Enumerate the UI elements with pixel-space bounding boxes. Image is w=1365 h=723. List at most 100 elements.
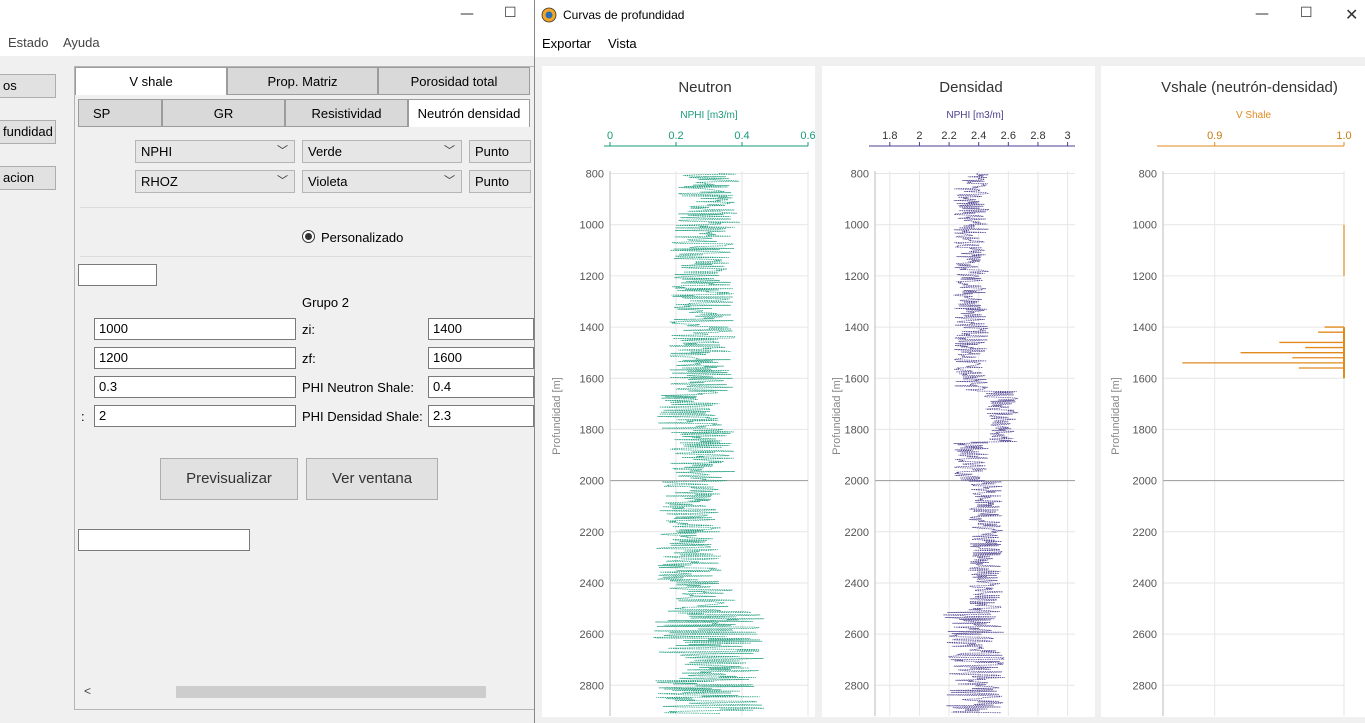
color-select-2[interactable]: Violeta ﹀ [302, 170, 462, 193]
log-curve [943, 173, 1019, 714]
menu-exportar[interactable]: Exportar [542, 36, 592, 51]
side-button-1[interactable]: os [0, 74, 56, 98]
ver-ventana-button[interactable]: Ver ventana [306, 458, 438, 500]
phi-densidad-shale-label: PHI Densidad Shale: [302, 409, 423, 424]
neutron-chart: Neutron NPHI [m3/m] 0 0.2 0.4 0.6 800 1000 1200 1… [551, 79, 816, 716]
y-tick-label: 1800 [845, 424, 869, 436]
menu-vista[interactable]: Vista [608, 36, 637, 51]
partial-colon-label: : [81, 409, 85, 424]
style-select-2-value: Punto [475, 174, 509, 189]
x-tick-label: 0.9 [1207, 130, 1222, 142]
y-tick-label: 1000 [580, 220, 604, 232]
chevron-down-icon: ﹀ [277, 145, 288, 157]
minimize-icon[interactable]: — [460, 6, 474, 22]
color-select-1[interactable]: Verde ﹀ [302, 140, 462, 163]
y-tick-label: 2600 [845, 629, 869, 641]
group2-zi-input[interactable]: 1400 [428, 318, 534, 340]
group1-zf-input[interactable]: 1200 [94, 347, 296, 369]
menu-ayuda[interactable]: Ayuda [63, 35, 100, 50]
y-tick-label: 2800 [1133, 680, 1157, 692]
x-tick-label: 2.4 [971, 130, 986, 142]
panel-title: Neutron [678, 79, 731, 96]
chevron-down-icon: ﹀ [444, 145, 455, 157]
group2-phi-densidad-input[interactable]: 2.3 [428, 405, 534, 427]
y-tick-label: 2000 [845, 476, 869, 488]
depth-curves-window: Curvas de profundidad — ☐ ✕ Exportar Vis… [534, 0, 1365, 723]
x-axis-label: NPHI [m3/m] [680, 110, 737, 121]
radio-personalizado[interactable] [302, 230, 315, 243]
y-tick-label: 2200 [845, 527, 869, 539]
y-tick-label: 2600 [1133, 629, 1157, 641]
partial-input[interactable] [78, 264, 157, 286]
tab-prop-matriz[interactable]: Prop. Matriz [227, 67, 378, 95]
style-select-2[interactable]: Punto [469, 170, 531, 193]
tab-resistividad[interactable]: Resistividad [285, 99, 408, 127]
log-curve [653, 173, 765, 714]
previsualizar-button[interactable]: Previsualizar [160, 458, 298, 500]
y-tick-label: 800 [586, 169, 604, 181]
curve-select-2[interactable]: RHOZ ﹀ [135, 170, 295, 193]
right-titlebar: Curvas de profundidad — ☐ ✕ [535, 0, 1365, 31]
curve-select-1-value: NPHI [141, 144, 173, 159]
tab-v-shale[interactable]: V shale [75, 67, 227, 95]
divider [80, 256, 532, 257]
neutron-panel: Neutron NPHI [m3/m] 0 0.2 0.4 0.6 800 1000 1200 1… [542, 66, 816, 717]
close-icon[interactable]: ✕ [1345, 5, 1359, 24]
divider [80, 207, 532, 208]
tab-sp[interactable]: SP [78, 99, 162, 127]
y-tick-label: 1200 [580, 271, 604, 283]
left-menubar: Estado Ayuda [0, 30, 534, 56]
horizontal-scrollbar[interactable]: < [80, 683, 532, 701]
group2-label: Grupo 2 [302, 295, 349, 310]
y-tick-label: 2200 [1133, 527, 1157, 539]
y-tick-label: 2400 [845, 578, 869, 590]
densidad-panel: Densidad NPHI [m3/m] 1.8 2 2.2 2.4 2.6 2.8 3 800 1… [822, 66, 1095, 717]
style-select-1-value: Punto [475, 144, 509, 159]
y-tick-label: 2400 [1133, 578, 1157, 590]
y-tick-label: 1200 [1133, 271, 1157, 283]
radio-dot-icon [305, 233, 312, 240]
tab-gr[interactable]: GR [162, 99, 285, 127]
tab-neutron-densidad[interactable]: Neutrón densidad [408, 99, 530, 127]
x-tick-label: 2 [916, 130, 922, 142]
group2-zf-input[interactable]: 1600 [428, 347, 534, 369]
y-tick-label: 1800 [580, 424, 604, 436]
side-button-3[interactable]: acion [0, 166, 56, 190]
y-tick-label: 2400 [580, 578, 604, 590]
scrollbar-thumb[interactable] [176, 686, 486, 698]
panel-title: Densidad [939, 79, 1002, 96]
y-tick-label: 1200 [845, 271, 869, 283]
y-tick-label: 2600 [580, 629, 604, 641]
group1-phi-neutron-input[interactable]: 0.3 [94, 376, 296, 398]
y-tick-label: 1000 [1133, 220, 1157, 232]
x-tick-label: 1.0 [1336, 130, 1351, 142]
y-tick-label: 1400 [580, 322, 604, 334]
zf-label: zf: [302, 351, 316, 366]
vshale-panel: Vshale (neutrón-densidad) V Shale 0.9 1.0 80… [1101, 66, 1365, 717]
y-tick-label: 1000 [845, 220, 869, 232]
y-tick-label: 1400 [845, 322, 869, 334]
group1-zi-input[interactable]: 1000 [94, 318, 296, 340]
scroll-left-icon[interactable]: < [84, 684, 92, 698]
group1-phi-densidad-input[interactable]: 2 [94, 405, 296, 427]
style-select-1[interactable]: Punto [469, 140, 531, 163]
menu-estado[interactable]: Estado [8, 35, 49, 50]
zi-label: zi: [302, 322, 315, 337]
x-tick-label: 0 [607, 130, 613, 142]
y-axis-label: Profundidad [m] [551, 377, 563, 455]
y-tick-label: 1600 [1133, 373, 1157, 385]
maximize-icon[interactable]: ☐ [504, 5, 517, 21]
y-axis-label: Profundidad [m] [1110, 377, 1122, 455]
window-title: Curvas de profundidad [563, 8, 685, 22]
settings-window: — ☐ Estado Ayuda os fundidad acion V sha… [0, 0, 544, 723]
maximize-icon[interactable]: ☐ [1300, 5, 1313, 21]
y-tick-label: 800 [851, 169, 869, 181]
side-button-2[interactable]: fundidad [0, 120, 56, 144]
group2-phi-neutron-input[interactable]: 0.4 [428, 376, 534, 398]
partial-input-2[interactable] [78, 529, 250, 551]
right-menubar: Exportar Vista [535, 31, 1365, 57]
curve-select-1[interactable]: NPHI ﹀ [135, 140, 295, 163]
left-titlebar: — ☐ [0, 0, 534, 30]
minimize-icon[interactable]: — [1255, 6, 1269, 22]
tab-porosidad-total[interactable]: Porosidad total [378, 67, 530, 95]
